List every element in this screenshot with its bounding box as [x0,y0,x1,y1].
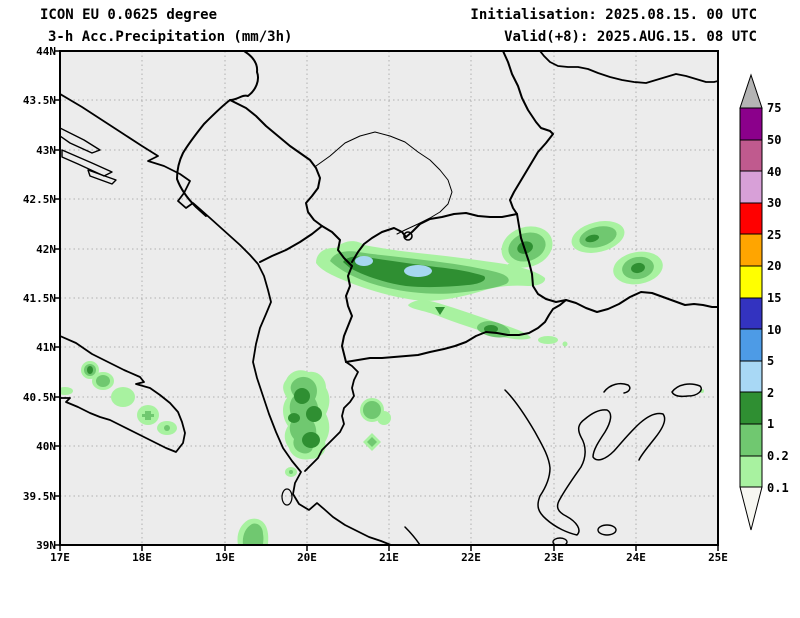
colorbar-underflow-arrow [739,486,763,531]
colorbar-segment [739,202,763,235]
lat-label: 43.5N [23,94,56,107]
coastline-italy [61,335,186,453]
colorbar-label: 2 [767,386,774,400]
colorbar-label: 0.1 [767,481,789,495]
coastline-ne-bay [671,383,702,398]
lat-label: 39N [36,539,56,552]
coastline-gulf-top [603,382,631,394]
colorbar-label: 40 [767,165,781,179]
colorbar-label: 15 [767,291,781,305]
colorbar-segment [739,170,763,204]
border-bosnia-serbia-montenegro [229,99,353,267]
colorbar-labels: 75 50 40 30 25 20 15 10 5 2 1 0.2 0.1 [767,101,789,495]
lat-label: 41.5N [23,292,56,305]
lon-axis-labels: 17E 18E 19E 20E 21E 22E 23E 24E 25E [50,551,728,564]
title-initialisation: Initialisation: 2025.08.15. 00 UTC [470,7,757,23]
colorbar-label: 5 [767,354,774,368]
border-bulgaria-macedonia [516,213,567,303]
border-greece-north [345,291,717,363]
precip-blob-sw-bulgaria [613,251,663,285]
colorbar-segment [739,233,763,267]
lon-label: 24E [626,551,646,564]
island-corfu [281,488,293,506]
title-valid: Valid(+8): 2025.AUG.15. 08 UTC [504,29,757,45]
colorbar-label: 75 [767,101,781,115]
colorbar-label: 10 [767,323,781,337]
lat-label: 40.5N [23,391,56,404]
border-serbia-bulgaria [502,52,554,215]
lon-label: 18E [132,551,152,564]
colorbar-label: 50 [767,133,781,147]
coastline-adriatic [61,93,391,544]
border-montenegro-albania [259,225,323,263]
lon-label: 19E [215,551,235,564]
precip-dot [508,264,514,270]
title-product: 3-h Acc.Precipitation (mm/3h) [48,29,292,45]
coastline-greece-chalkidiki [504,389,666,536]
lon-label: 21E [379,551,399,564]
precipitation-layer [61,221,704,544]
colorbar-label: 0.2 [767,449,789,463]
title-model: ICON EU 0.0625 degree [40,7,217,23]
precip-blob-w-bulgaria [571,221,625,253]
precip-spots-italy [61,361,177,435]
axis-ticks [54,50,719,551]
lat-label: 40N [36,440,56,453]
colorbar-segment [739,391,763,425]
precip-blob-border [501,226,553,268]
colorbar-label: 20 [767,259,781,273]
islands-dalmatia [61,127,117,185]
lat-label: 44N [36,45,56,58]
colorbar: 75 50 40 30 25 20 15 10 5 2 1 0.2 0.1 [739,73,789,531]
colorbar-segment [739,423,763,457]
lon-label: 22E [461,551,481,564]
colorbar-label: 30 [767,196,781,210]
border-albania-greece [304,361,359,472]
lat-axis-labels: 44N 43.5N 43N 42.5N 42N 41.5N 41N 40.5N … [23,45,56,552]
lon-label: 25E [708,551,728,564]
border-albania-macedonia [341,265,353,363]
lon-label: 23E [544,551,564,564]
coastline-south-fragment [404,526,421,544]
border-bosnia-west [176,52,259,217]
colorbar-label: 1 [767,417,774,431]
geography-layer [61,52,717,544]
precip-cluster-albania [283,370,391,477]
colorbar-segment [739,297,763,330]
colorbar-segment [739,328,763,362]
lon-label: 17E [50,551,70,564]
lat-label: 41N [36,341,56,354]
colorbar-overflow-arrow [739,73,763,109]
colorbar-segment [739,107,763,141]
lat-label: 42N [36,243,56,256]
colorbar-segment [739,455,763,488]
border-enclave-circle [403,231,413,241]
border-macedonia-north [351,212,518,263]
island-small [552,537,568,544]
graticule-grid [60,51,718,545]
lat-label: 43N [36,144,56,157]
precip-band-macedonia [316,241,546,301]
colorbar-label: 25 [767,228,781,242]
precip-blob-corfu [237,518,269,544]
lon-label: 20E [297,551,317,564]
colorbar-segment [739,139,763,172]
border-danube [539,52,717,84]
lat-label: 39.5N [23,490,56,503]
lat-label: 42.5N [23,193,56,206]
island-sporades [597,524,617,536]
colorbar-segment [739,265,763,299]
colorbar-segment [739,360,763,393]
